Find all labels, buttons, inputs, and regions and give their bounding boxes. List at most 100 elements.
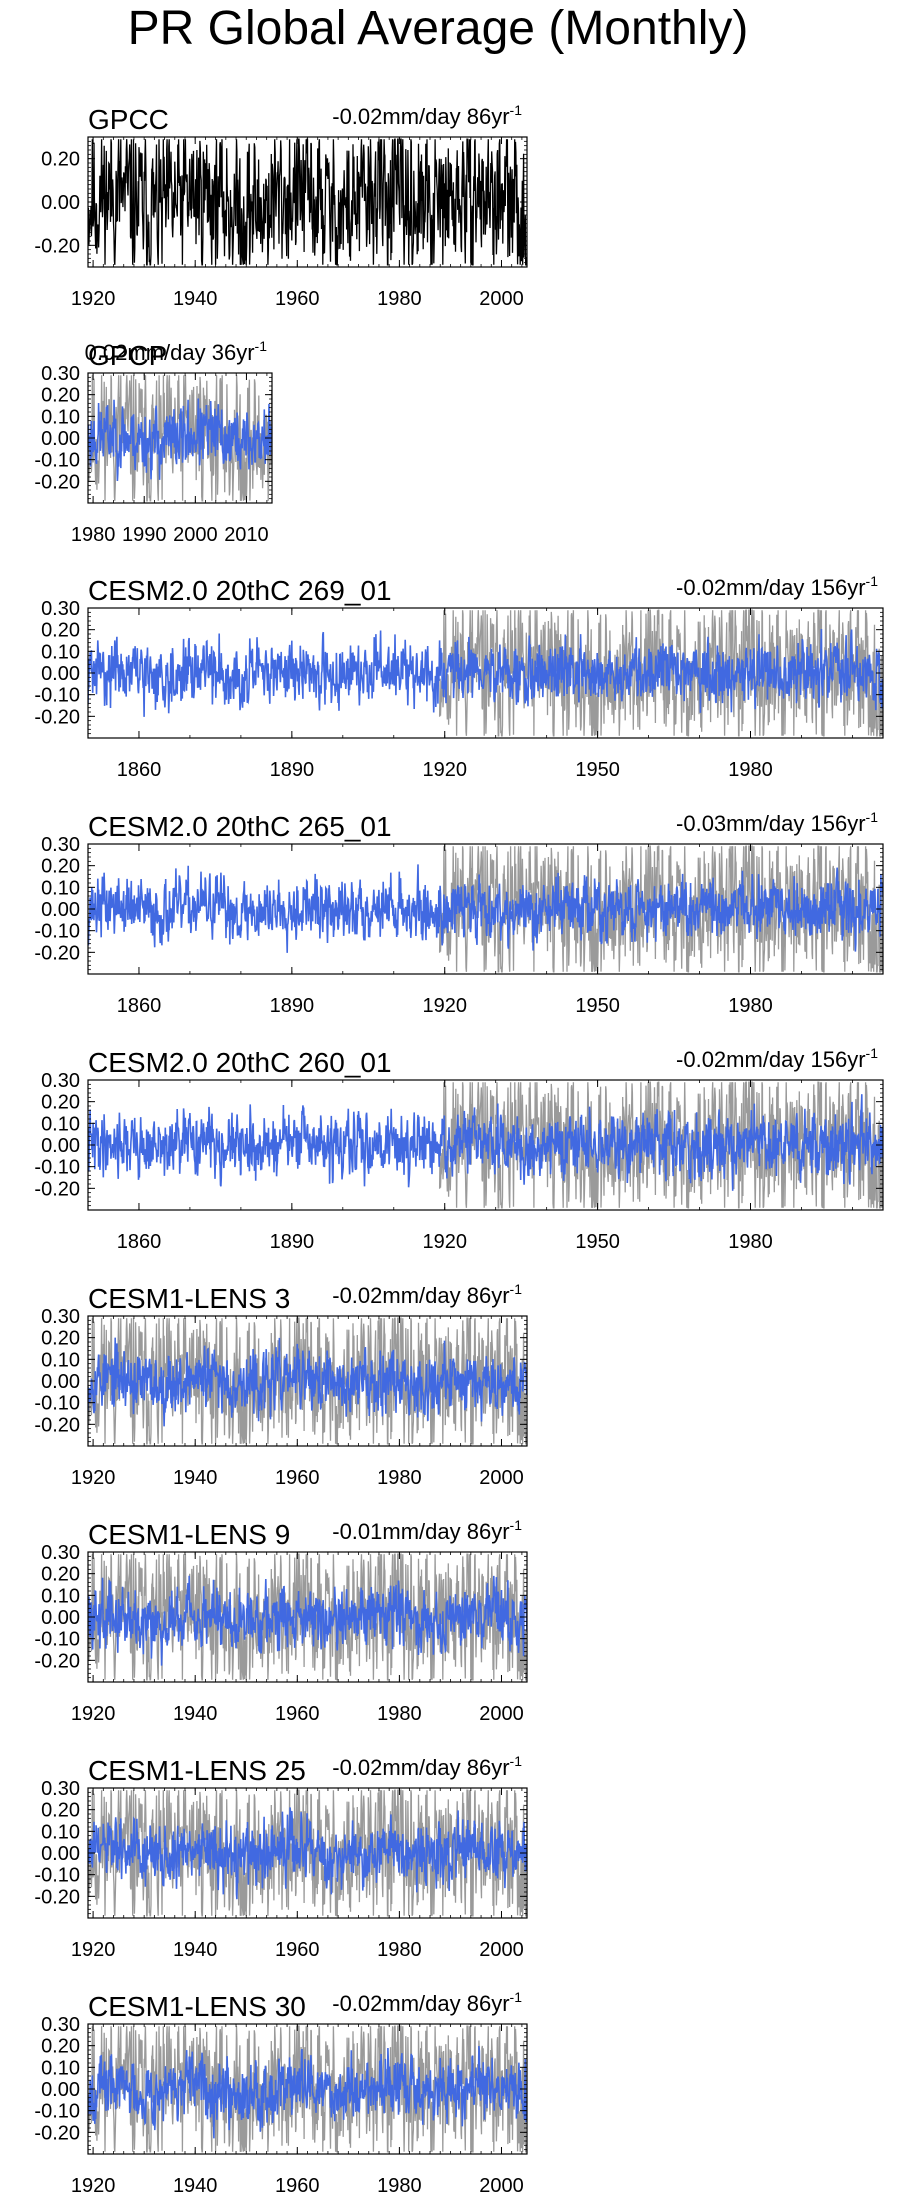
- y-tick-label: 0.30: [41, 2014, 80, 2036]
- trend-exponent: -1: [866, 1045, 879, 1061]
- x-tick-label: 2000: [173, 524, 218, 546]
- panel-title: CESM1-LENS 9: [88, 1519, 290, 1550]
- panel-title: CESM1-LENS 30: [88, 1991, 306, 2022]
- y-tick-label: -0.10: [34, 921, 80, 943]
- y-tick-label: 0.10: [41, 641, 80, 663]
- x-tick-label: 2010: [224, 524, 269, 546]
- trend-value: -0.02mm/day 156yr: [676, 1047, 866, 1072]
- panel-title: CESM2.0 20thC 269_01: [88, 575, 392, 606]
- x-tick-label: 1960: [275, 1467, 320, 1489]
- y-tick-label: 0.00: [41, 663, 80, 685]
- x-tick-label: 1920: [71, 1703, 116, 1725]
- x-tick-label: 1990: [122, 524, 167, 546]
- trend-label: -0.02mm/day 86yr-1: [332, 1753, 522, 1780]
- y-tick-label: 0.30: [41, 598, 80, 620]
- y-tick-label: -0.20: [34, 2122, 80, 2144]
- y-tick-label: 0.20: [41, 1092, 80, 1114]
- trend-label: -0.02mm/day 86yr-1: [332, 1281, 522, 1308]
- trend-value: -0.03mm/day 156yr: [676, 811, 866, 836]
- series-cesm1-lens-25: [88, 1807, 527, 1900]
- series-cesm2-0-20thc-269-01: [88, 628, 883, 717]
- y-tick-label: -0.20: [34, 942, 80, 964]
- trend-label: -0.01mm/day 86yr-1: [332, 1517, 522, 1544]
- y-tick-label: 0.00: [41, 1843, 80, 1865]
- x-tick-label: 2000: [479, 288, 524, 310]
- x-tick-label: 1980: [728, 759, 773, 781]
- trend-label: -0.02mm/day 86yr-1: [332, 102, 522, 129]
- series-cesm1-lens-3: [88, 1337, 527, 1427]
- y-tick-label: 0.00: [41, 2079, 80, 2101]
- x-tick-label: 1890: [270, 995, 315, 1017]
- y-tick-label: 0.10: [41, 406, 80, 428]
- y-tick-label: 0.10: [41, 877, 80, 899]
- panel-title: CESM2.0 20thC 265_01: [88, 811, 392, 842]
- x-tick-label: 1860: [117, 759, 162, 781]
- x-tick-label: 1920: [422, 995, 467, 1017]
- trend-exponent: -1: [510, 1517, 523, 1533]
- y-tick-label: -0.20: [34, 706, 80, 728]
- series-cesm2-0-20thc-260-01: [88, 1094, 883, 1191]
- panel-title: GPCP: [88, 340, 167, 371]
- y-tick-label: 0.30: [41, 834, 80, 856]
- y-tick-label: -0.20: [34, 471, 80, 493]
- x-tick-label: 1980: [728, 995, 773, 1017]
- x-tick-label: 1890: [270, 759, 315, 781]
- y-tick-label: 0.20: [41, 856, 80, 878]
- y-tick-label: 0.00: [41, 899, 80, 921]
- x-tick-label: 1920: [71, 1467, 116, 1489]
- y-tick-label: 0.20: [41, 1800, 80, 1822]
- x-tick-label: 1980: [377, 2175, 422, 2197]
- trend-exponent: -1: [866, 809, 879, 825]
- x-tick-label: 1940: [173, 1939, 218, 1961]
- x-tick-label: 2000: [479, 1939, 524, 1961]
- x-tick-label: 1940: [173, 1703, 218, 1725]
- trend-label: -0.02mm/day 156yr-1: [676, 1045, 878, 1072]
- y-tick-label: 0.30: [41, 363, 80, 385]
- panel-title: CESM2.0 20thC 260_01: [88, 1047, 392, 1078]
- x-tick-label: 1920: [422, 1231, 467, 1253]
- y-tick-label: 0.30: [41, 1778, 80, 1800]
- x-tick-label: 1980: [71, 524, 116, 546]
- y-tick-label: -0.20: [34, 1886, 80, 1908]
- trend-value: -0.02mm/day 86yr: [332, 104, 509, 129]
- x-tick-label: 1960: [275, 1703, 320, 1725]
- y-tick-label: 0.10: [41, 2057, 80, 2079]
- y-tick-label: 0.00: [41, 1371, 80, 1393]
- panel-title: CESM1-LENS 3: [88, 1283, 290, 1314]
- series-gpcp: [88, 398, 272, 482]
- panel-gpcp: 0.300.200.100.00-0.10-0.20 1980 1990 2000 20…: [34, 338, 273, 546]
- y-tick-label: 0.20: [41, 2036, 80, 2058]
- panels: 0.20 0.00 -0.20 1920 1940 1960 1980 2000 GPCC -0.…: [34, 102, 884, 2197]
- trend-value: -0.02mm/day 86yr: [332, 1991, 509, 2016]
- x-tick-label: 1920: [422, 759, 467, 781]
- trend-label: -0.02mm/day 156yr-1: [676, 573, 878, 600]
- x-tick-label: 2000: [479, 1467, 524, 1489]
- x-tick-label: 1980: [377, 1467, 422, 1489]
- x-tick-label: 1940: [173, 2175, 218, 2197]
- panel-cesm2-0-20thc-265-01: 0.300.200.100.00-0.10-0.20 1860 1890 1920 19…: [34, 809, 884, 1017]
- y-tick-label: 0.10: [41, 1113, 80, 1135]
- panel-cesm2-0-20thc-260-01: 0.300.200.100.00-0.10-0.20 1860 1890 1920 19…: [34, 1045, 884, 1253]
- x-tick-label: 1980: [377, 1939, 422, 1961]
- x-tick-label: 1860: [117, 1231, 162, 1253]
- y-tick-label: -0.20: [34, 1414, 80, 1436]
- y-tick-label: 0.20: [41, 1328, 80, 1350]
- x-tick-label: 1950: [575, 759, 620, 781]
- x-tick-label: 1920: [71, 288, 116, 310]
- x-tick-label: 1950: [575, 1231, 620, 1253]
- series-cesm1-lens-9: [88, 1575, 527, 1666]
- figure-title: PR Global Average (Monthly): [128, 2, 749, 55]
- y-tick-label: 0.20: [41, 1564, 80, 1586]
- x-tick-label: 1960: [275, 2175, 320, 2197]
- y-tick-label: -0.10: [34, 1629, 80, 1651]
- x-tick-label: 1940: [173, 1467, 218, 1489]
- y-tick-label: -0.10: [34, 1157, 80, 1179]
- y-tick-label: -0.10: [34, 685, 80, 707]
- y-tick-label: -0.20: [34, 1650, 80, 1672]
- y-tick-label: -0.20: [34, 1178, 80, 1200]
- panel-cesm1-lens-3: 0.300.200.100.00-0.10-0.20 1920 1940 1960 19…: [34, 1281, 528, 1489]
- x-tick-label: 1920: [71, 2175, 116, 2197]
- x-tick-label: 1980: [728, 1231, 773, 1253]
- trend-value: -0.02mm/day 156yr: [676, 575, 866, 600]
